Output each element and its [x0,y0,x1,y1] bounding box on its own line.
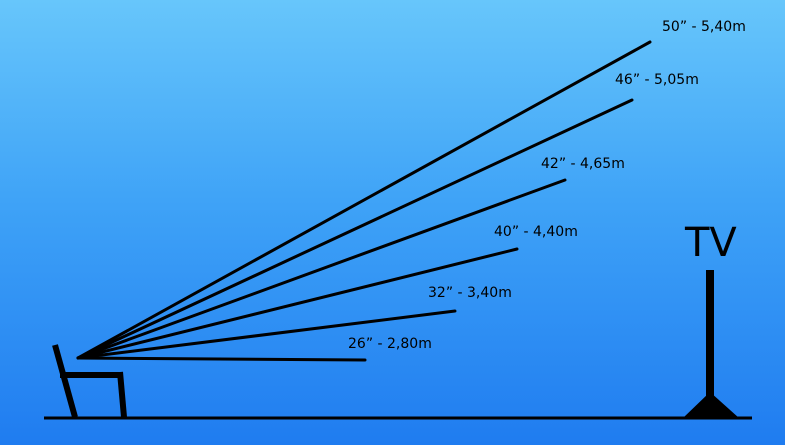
tv-stand-icon [683,270,739,418]
ray-26-inch [76,356,367,362]
ray-42-inch [76,178,567,360]
ray-50-inch [76,40,652,360]
ray-label-26-inch: 26” - 2,80m [348,336,432,352]
tv-label: TV [684,220,737,266]
ray-32-inch [76,309,457,360]
ray-label-42-inch: 42” - 4,65m [541,156,625,172]
chair-icon [52,344,127,418]
ray-label-32-inch: 32” - 3,40m [428,285,512,301]
ray-label-50-inch: 50” - 5,40m [662,19,746,35]
ray-40-inch [76,247,519,360]
ray-46-inch [76,98,634,360]
viewing-rays [76,40,652,362]
ray-label-46-inch: 46” - 5,05m [615,72,699,88]
ray-label-40-inch: 40” - 4,40m [494,224,578,240]
